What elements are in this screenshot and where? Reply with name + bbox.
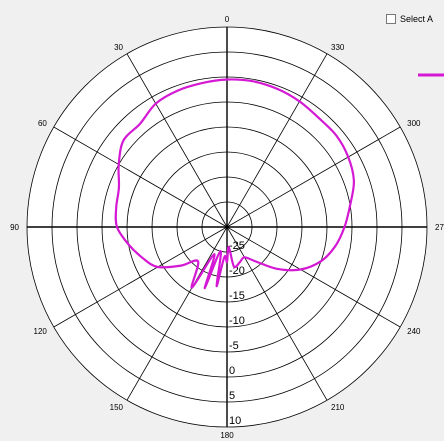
radial-label-4: -5 [229,340,239,352]
series-0-point-11 [141,256,144,259]
series-0-point-36 [317,117,320,119]
polar-grid [26,26,428,428]
series-0-point-13 [180,264,182,267]
grid-spoke-210 [226,226,328,401]
series-0-point-15 [191,286,193,289]
series-0-point-9 [116,226,118,228]
series-0-point-38 [276,88,279,90]
grid-spoke-240 [226,226,401,328]
angle-labels: 0 30 60 90 120 150 180 210 240 270 300 330 [10,15,444,440]
angle-label-330: 330 [331,43,345,52]
series-layer [114,78,356,290]
series-0-point-26 [255,260,257,263]
radial-label-3: -10 [229,315,245,327]
radial-label-2: -15 [229,290,245,302]
series-0-point-32 [349,204,351,207]
series-0-point-23 [233,265,235,268]
series-0-point-21 [226,261,228,263]
series-0-point-17 [203,287,206,289]
series-0-point-20 [223,256,226,258]
series-0-point-34 [347,156,350,158]
series-0-point-8 [115,206,118,209]
series-0-point-5 [122,139,125,142]
series-0-point-28 [299,268,302,271]
series-0-point-22 [227,246,230,248]
radial-label-7: 10 [229,415,241,427]
series-0-point-10 [127,243,130,246]
series-0-point-29 [320,260,322,263]
series-0-point-7 [118,186,120,189]
series-0-point-30 [334,245,337,247]
series-0-point-16 [213,253,216,255]
series-0-point-1 [200,82,203,85]
grid-spoke-30 [126,53,228,228]
series-0-point-12 [156,266,159,268]
radial-labels: -25 -20 -15 -10 -5 0 5 10 [229,240,245,427]
angle-label-300: 300 [407,119,421,128]
angle-label-0: 0 [225,15,230,24]
angle-label-180: 180 [220,431,234,440]
angle-label-120: 120 [34,327,48,336]
series-0-point-18 [219,250,222,252]
series-0-point-31 [343,226,346,228]
series-0-point-14 [197,260,199,263]
series-0-point-25 [243,256,246,259]
series-0-point-39 [251,80,254,83]
series-0-point-0 [226,78,228,81]
series-0-point-33 [353,180,355,182]
series-0-point-19 [215,285,218,287]
angle-label-30: 30 [114,43,123,52]
radial-label-1: -20 [229,265,245,277]
radial-label-5: 0 [229,365,235,377]
angle-label-210: 210 [331,403,345,412]
angle-label-240: 240 [407,327,421,336]
select-all-label: Select A [400,14,434,24]
series-0-point-27 [275,267,278,270]
series-0-point-37 [298,100,301,103]
series-0-point-35 [335,134,337,137]
angle-label-270: 270 [435,223,444,232]
angle-label-150: 150 [110,403,124,412]
series-0-point-24 [239,261,241,264]
grid-spoke-150 [126,226,228,401]
series-0-point-4 [139,122,142,125]
grid-spoke-300 [226,126,401,228]
grid-spoke-120 [53,226,228,328]
series-0-point-6 [117,163,120,166]
angle-label-90: 90 [10,223,19,232]
select-all-control[interactable]: Select A [386,14,433,24]
series-0-point-3 [154,102,157,105]
series-0-point-2 [176,89,179,92]
grid-spoke-60 [53,126,228,228]
angle-label-60: 60 [38,119,47,128]
radial-label-6: 5 [229,390,235,402]
radial-label-0: -25 [229,240,245,252]
grid-spoke-330 [226,53,328,228]
select-all-checkbox[interactable] [386,14,396,24]
